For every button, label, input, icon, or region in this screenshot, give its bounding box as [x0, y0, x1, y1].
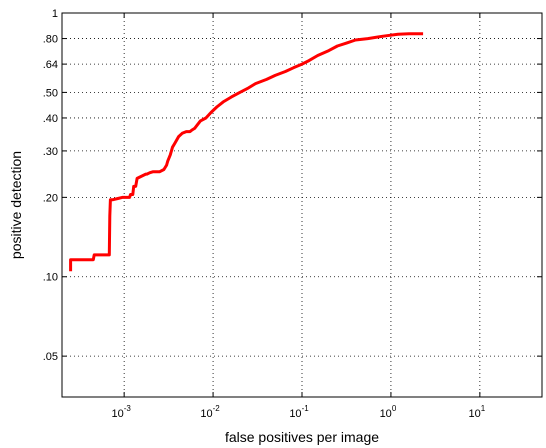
x-tick-label: 10-2 [200, 404, 220, 420]
tick-marks [62, 12, 542, 397]
detection-curve [69, 32, 424, 272]
y-tick-label: .80 [43, 34, 58, 46]
x-axis-label: false positives per image [225, 429, 379, 445]
grid [62, 13, 542, 397]
y-tick-label: .20 [43, 192, 58, 204]
x-tick-label: 10-3 [111, 404, 131, 420]
y-tick-label: .64 [43, 59, 58, 71]
x-tick-label: 100 [380, 404, 397, 420]
y-tick-label: 1 [52, 8, 58, 20]
x-tick-label: 10-1 [289, 404, 309, 420]
y-axis-label: positive detection [8, 151, 24, 259]
x-tick-label: 101 [468, 404, 485, 420]
y-tick-label: .05 [43, 351, 58, 363]
y-tick-label: .50 [43, 87, 58, 99]
x-tick-labels: 10-3 10-2 10-1 100 101 [111, 404, 485, 420]
y-tick-labels: .05 .10 .20 .30 .40 .50 .64 .80 1 [43, 8, 58, 363]
y-tick-label: .40 [43, 113, 58, 125]
y-tick-label: .10 [43, 272, 58, 284]
y-tick-label: .30 [43, 146, 58, 158]
